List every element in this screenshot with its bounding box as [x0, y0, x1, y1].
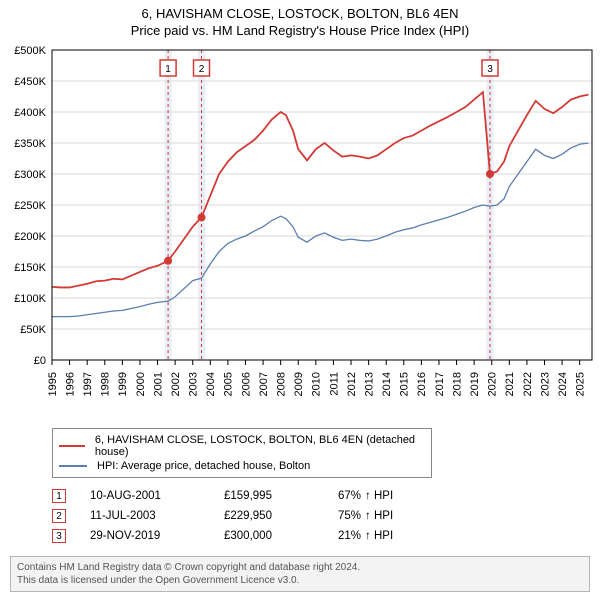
svg-text:1999: 1999 [117, 372, 129, 396]
sale-price: £300,000 [224, 530, 314, 542]
svg-text:1: 1 [165, 64, 171, 75]
svg-text:£0: £0 [34, 355, 46, 367]
svg-text:2009: 2009 [293, 372, 305, 396]
sale-marker: 3 [52, 529, 66, 543]
legend: 6, HAVISHAM CLOSE, LOSTOCK, BOLTON, BL6 … [52, 428, 432, 478]
svg-text:2015: 2015 [399, 372, 411, 396]
svg-text:2006: 2006 [240, 372, 252, 396]
svg-text:2003: 2003 [188, 372, 200, 396]
footer-line-2: This data is licensed under the Open Gov… [17, 574, 583, 587]
sale-marker: 1 [52, 489, 66, 503]
svg-text:2023: 2023 [539, 372, 551, 396]
sale-date: 29-NOV-2019 [90, 530, 200, 542]
legend-swatch [59, 445, 85, 447]
sale-price: £229,950 [224, 510, 314, 522]
svg-text:1996: 1996 [64, 372, 76, 396]
table-row: 1 10-AUG-2001 £159,995 67%↑ HPI [52, 486, 590, 506]
svg-text:£300K: £300K [14, 169, 46, 181]
chart-area: £0 £50K £100K £150K £200K £250K £300K £350K £400… [0, 42, 600, 422]
svg-text:2010: 2010 [311, 372, 323, 396]
svg-text:£100K: £100K [14, 293, 46, 305]
svg-text:£500K: £500K [14, 45, 46, 57]
svg-text:£400K: £400K [14, 107, 46, 119]
svg-text:2012: 2012 [346, 372, 358, 396]
svg-text:£350K: £350K [14, 138, 46, 150]
svg-text:2020: 2020 [487, 372, 499, 396]
svg-text:2016: 2016 [416, 372, 428, 396]
title-subtitle: Price paid vs. HM Land Registry's House … [0, 23, 600, 38]
legend-item: 6, HAVISHAM CLOSE, LOSTOCK, BOLTON, BL6 … [59, 433, 425, 459]
svg-text:£250K: £250K [14, 200, 46, 212]
svg-text:2: 2 [199, 64, 205, 75]
svg-text:2002: 2002 [170, 372, 182, 396]
svg-text:3: 3 [487, 64, 493, 75]
legend-label: HPI: Average price, detached house, Bolt… [97, 460, 310, 472]
svg-text:2022: 2022 [522, 372, 534, 396]
svg-text:2000: 2000 [135, 372, 147, 396]
svg-text:2018: 2018 [451, 372, 463, 396]
svg-text:£50K: £50K [20, 324, 46, 336]
svg-text:£450K: £450K [14, 76, 46, 88]
table-row: 2 11-JUL-2003 £229,950 75%↑ HPI [52, 506, 590, 526]
svg-text:1998: 1998 [100, 372, 112, 396]
svg-text:1997: 1997 [82, 372, 94, 396]
legend-swatch [59, 465, 87, 467]
svg-text:2013: 2013 [363, 372, 375, 396]
svg-text:2021: 2021 [504, 372, 516, 396]
sale-pct: 75%↑ HPI [338, 510, 428, 522]
legend-item: HPI: Average price, detached house, Bolt… [59, 459, 425, 473]
svg-text:2007: 2007 [258, 372, 270, 396]
sale-pct: 67%↑ HPI [338, 490, 428, 502]
sale-pct: 21%↑ HPI [338, 530, 428, 542]
chart-titles: 6, HAVISHAM CLOSE, LOSTOCK, BOLTON, BL6 … [0, 0, 600, 42]
svg-text:£200K: £200K [14, 231, 46, 243]
svg-text:2005: 2005 [223, 372, 235, 396]
footer-licence: Contains HM Land Registry data © Crown c… [10, 556, 590, 592]
sale-price: £159,995 [224, 490, 314, 502]
svg-text:2024: 2024 [557, 372, 569, 396]
sale-date: 10-AUG-2001 [90, 490, 200, 502]
svg-text:2017: 2017 [434, 372, 446, 396]
svg-text:2004: 2004 [205, 372, 217, 396]
svg-text:2008: 2008 [276, 372, 288, 396]
svg-text:£150K: £150K [14, 262, 46, 274]
table-row: 3 29-NOV-2019 £300,000 21%↑ HPI [52, 526, 590, 546]
svg-text:2014: 2014 [381, 372, 393, 396]
legend-label: 6, HAVISHAM CLOSE, LOSTOCK, BOLTON, BL6 … [95, 434, 425, 458]
svg-text:1995: 1995 [47, 372, 59, 396]
svg-text:2011: 2011 [328, 372, 340, 396]
sale-date: 11-JUL-2003 [90, 510, 200, 522]
title-address: 6, HAVISHAM CLOSE, LOSTOCK, BOLTON, BL6 … [0, 6, 600, 21]
sales-table: 1 10-AUG-2001 £159,995 67%↑ HPI 2 11-JUL-2003… [52, 486, 590, 546]
svg-text:2019: 2019 [469, 372, 481, 396]
footer-line-1: Contains HM Land Registry data © Crown c… [17, 561, 583, 574]
svg-text:2025: 2025 [575, 372, 587, 396]
svg-text:2001: 2001 [152, 372, 164, 396]
sale-marker: 2 [52, 509, 66, 523]
